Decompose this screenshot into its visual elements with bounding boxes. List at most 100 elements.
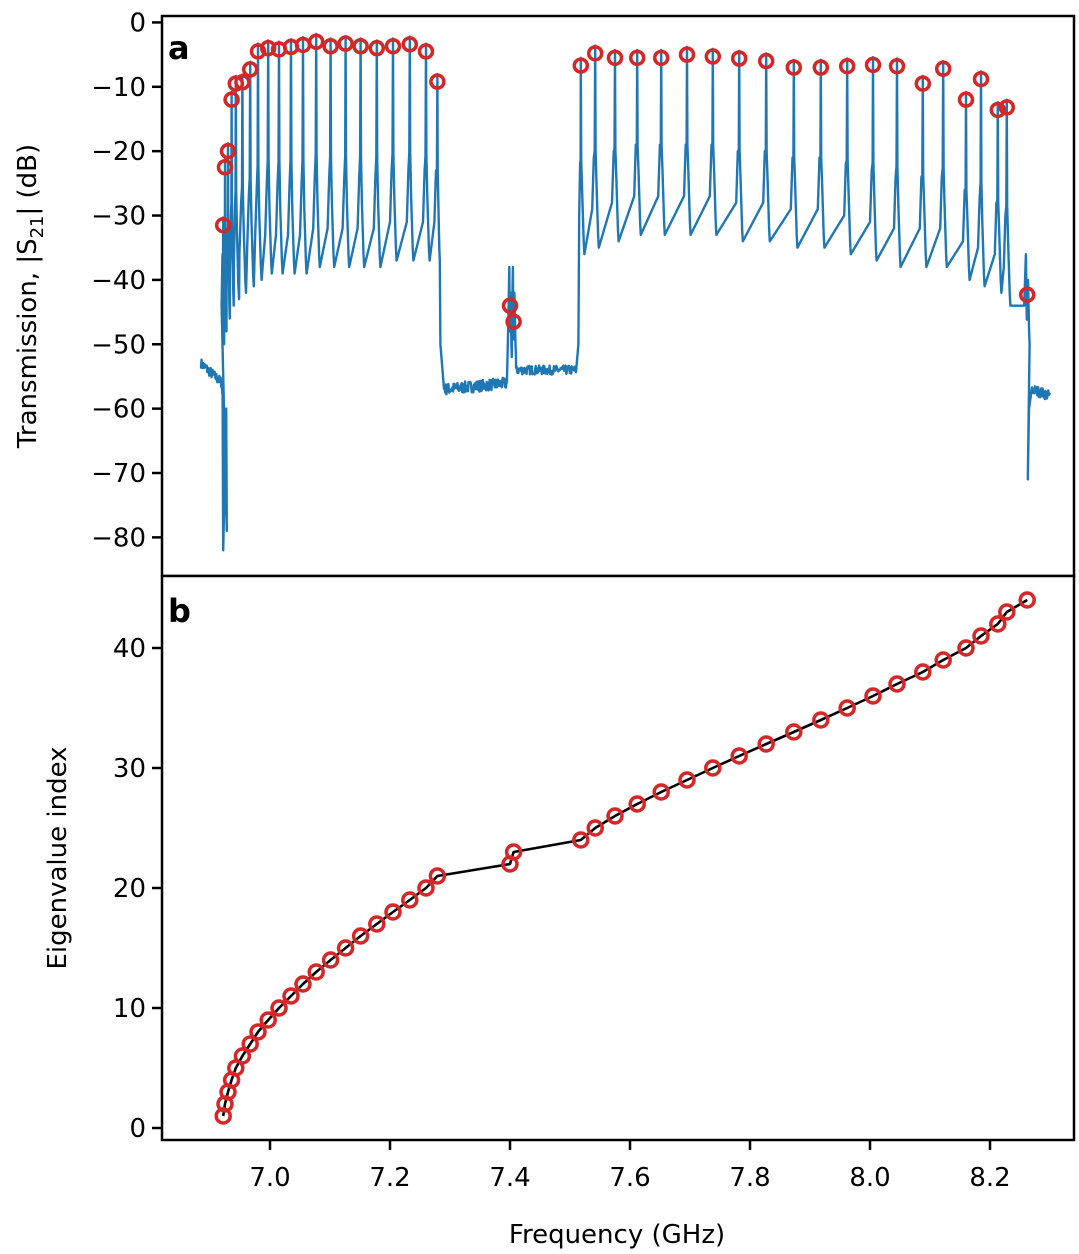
- panel-a-transmission: 0 −10 −20 −30 −40 −50 −60 −70 −80 a Transmission…: [13, 8, 1076, 586]
- eigenvalue-marker-17: [368, 915, 386, 933]
- eigenvalue-marker-24: [572, 831, 590, 849]
- eigenvalue-marker-15: [336, 939, 355, 957]
- panel-a-y-ticks: 0 −10 −20 −30 −40 −50 −60 −70 −80: [91, 8, 162, 553]
- eigenvalue-marker-27: [628, 795, 646, 813]
- eigenvalue-marker-14: [321, 951, 340, 969]
- resonance-marker-18: [384, 38, 402, 55]
- resonance-marker-36: [864, 56, 882, 74]
- panel-a-ytick-label: −10: [91, 73, 146, 103]
- panel-b-ytick-label: 40: [113, 634, 146, 664]
- eigenvalue-marker-19: [401, 891, 419, 909]
- panel-b-x-axis-label: Frequency (GHz): [509, 1220, 725, 1250]
- eigenvalue-marker-18: [384, 903, 402, 921]
- panel-a-plot-area: [160, 14, 1076, 578]
- panel-a-ytick-label: −40: [91, 266, 146, 296]
- eigenvalue-marker-33: [785, 723, 803, 741]
- resonance-marker-26: [606, 49, 624, 67]
- eigenvalue-marker-28: [652, 783, 670, 801]
- panel-a-ytick-label: −80: [91, 523, 146, 553]
- panel-a-y-axis-label: Transmission, |S21| (dB): [13, 144, 48, 449]
- resonance-marker-2: [216, 159, 234, 176]
- panel-a-ytick-label: −70: [91, 459, 146, 489]
- panel-b-eigenvalues: 0 10 20 30 40 7.0 7.2 7.4 7.6 7.8 8.0 8.2 b Eigenv…: [43, 574, 1076, 1250]
- panel-b-y-ticks: 0 10 20 30 40: [113, 634, 162, 1144]
- panel-a-ytick-label: 0: [129, 8, 146, 38]
- panel-b-xtick-label: 7.2: [369, 1163, 410, 1193]
- panel-b-xtick-label: 8.2: [969, 1163, 1010, 1193]
- resonance-marker-42: [989, 101, 1007, 119]
- panel-b-background: [162, 576, 1074, 1140]
- resonance-marker-28: [652, 49, 670, 67]
- eigenvalue-marker-21: [428, 867, 447, 885]
- resonance-marker-9: [259, 39, 277, 57]
- panel-a-ytick-label: −30: [91, 202, 146, 232]
- panel-b-xtick-label: 7.6: [609, 1163, 650, 1193]
- resonance-marker-37: [888, 57, 906, 75]
- panel-b-ytick-label: 10: [113, 994, 146, 1024]
- eigenvalue-marker-43: [998, 603, 1016, 621]
- panel-a-letter: a: [168, 29, 190, 67]
- resonance-marker-16: [352, 38, 369, 55]
- resonance-marker-3: [219, 142, 237, 160]
- eigenvalue-marker-9: [259, 1011, 277, 1029]
- eigenvalue-marker-23: [504, 843, 523, 861]
- panel-b-ytick-label: 20: [113, 874, 146, 904]
- resonance-marker-35: [838, 57, 856, 75]
- eigenvalue-marker-16: [351, 927, 370, 945]
- resonance-marker-22: [501, 297, 519, 314]
- eigenvalue-marker-7: [241, 1035, 259, 1053]
- panel-a-ytick-label: −60: [91, 395, 146, 425]
- resonance-marker-17: [368, 39, 386, 57]
- eigenvalue-marker-8: [249, 1023, 267, 1041]
- panel-a-background: [162, 16, 1074, 576]
- panel-a-ytick-label: −50: [91, 330, 146, 360]
- eigenvalue-marker-29: [678, 771, 696, 789]
- panel-a-ytick-label: −20: [91, 137, 146, 167]
- resonance-marker-1: [214, 216, 232, 234]
- resonance-marker-5: [227, 75, 245, 92]
- eigenvalue-marker-37: [888, 675, 906, 693]
- resonance-marker-41: [972, 70, 990, 88]
- resonance-marker-30: [704, 48, 722, 65]
- panel-b-xtick-label: 7.8: [729, 1163, 770, 1193]
- panel-b-frame: [160, 574, 1076, 1142]
- resonance-marker-23: [505, 313, 522, 330]
- panel-b-ytick-label: 30: [113, 754, 146, 784]
- eigenvalue-marker-13: [307, 963, 325, 981]
- resonance-marker-43: [998, 99, 1016, 116]
- eigenvalue-marker-25: [586, 819, 604, 837]
- eigenvalue-marker-41: [972, 627, 990, 645]
- panel-b-xtick-label: 8.0: [849, 1163, 890, 1193]
- eigenvalue-marker-26: [606, 807, 624, 825]
- eigenvalue-marker-11: [282, 987, 300, 1005]
- resonance-marker-21: [429, 73, 446, 90]
- resonance-marker-34: [812, 59, 830, 76]
- resonance-marker-27: [628, 49, 646, 67]
- resonance-marker-38: [914, 75, 932, 92]
- resonance-marker-25: [586, 45, 604, 62]
- resonance-marker-19: [401, 36, 419, 53]
- panel-b-xtick-label: 7.4: [489, 1163, 530, 1193]
- resonance-marker-33: [785, 59, 803, 76]
- resonance-marker-14: [322, 38, 339, 55]
- eigenvalue-marker-40: [957, 639, 975, 657]
- panel-b-plot-area: [160, 574, 1076, 1142]
- eigenvalue-marker-38: [914, 663, 932, 681]
- resonance-marker-15: [337, 35, 354, 52]
- resonance-marker-13: [307, 33, 325, 50]
- resonance-marker-44: [1018, 286, 1036, 303]
- resonance-marker-6: [234, 74, 251, 91]
- eigenvalue-marker-31: [730, 747, 748, 765]
- resonance-marker-20: [417, 43, 435, 60]
- resonance-marker-40: [957, 91, 975, 108]
- transmission-trace: [199, 32, 1051, 552]
- resonance-marker-32: [757, 52, 775, 70]
- resonance-marker-39: [934, 60, 952, 78]
- panel-b-letter: b: [168, 592, 191, 630]
- resonance-marker-4: [223, 91, 240, 108]
- resonance-marker-24: [572, 57, 590, 74]
- resonance-marker-31: [730, 50, 748, 67]
- panel-b-xtick-label: 7.0: [249, 1163, 290, 1193]
- eigenvalue-marker-12: [294, 975, 312, 993]
